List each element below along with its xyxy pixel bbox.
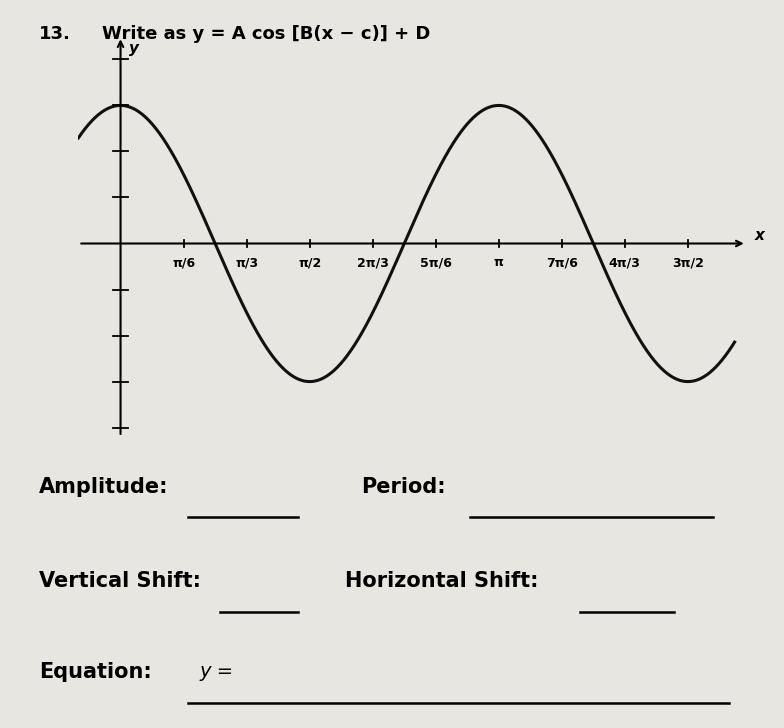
- Text: Period:: Period:: [361, 477, 445, 496]
- Text: 13.: 13.: [39, 25, 71, 44]
- Text: Horizontal Shift:: Horizontal Shift:: [345, 571, 539, 591]
- Text: 7π/6: 7π/6: [546, 256, 578, 269]
- Text: Amplitude:: Amplitude:: [39, 477, 169, 496]
- Text: 4π/3: 4π/3: [609, 256, 641, 269]
- Text: 5π/6: 5π/6: [419, 256, 452, 269]
- Text: Vertical Shift:: Vertical Shift:: [39, 571, 201, 591]
- Text: 3π/2: 3π/2: [672, 256, 704, 269]
- Text: π/2: π/2: [298, 256, 321, 269]
- Text: Write as y = A cos [B(x − c)] + D: Write as y = A cos [B(x − c)] + D: [102, 25, 430, 44]
- Text: y: y: [129, 41, 139, 56]
- Text: 2π/3: 2π/3: [357, 256, 389, 269]
- Text: π: π: [494, 256, 504, 269]
- Text: x: x: [755, 228, 765, 242]
- Text: Equation:: Equation:: [39, 662, 152, 682]
- Text: π/6: π/6: [172, 256, 195, 269]
- Text: π/3: π/3: [235, 256, 258, 269]
- Text: y =: y =: [200, 662, 234, 681]
